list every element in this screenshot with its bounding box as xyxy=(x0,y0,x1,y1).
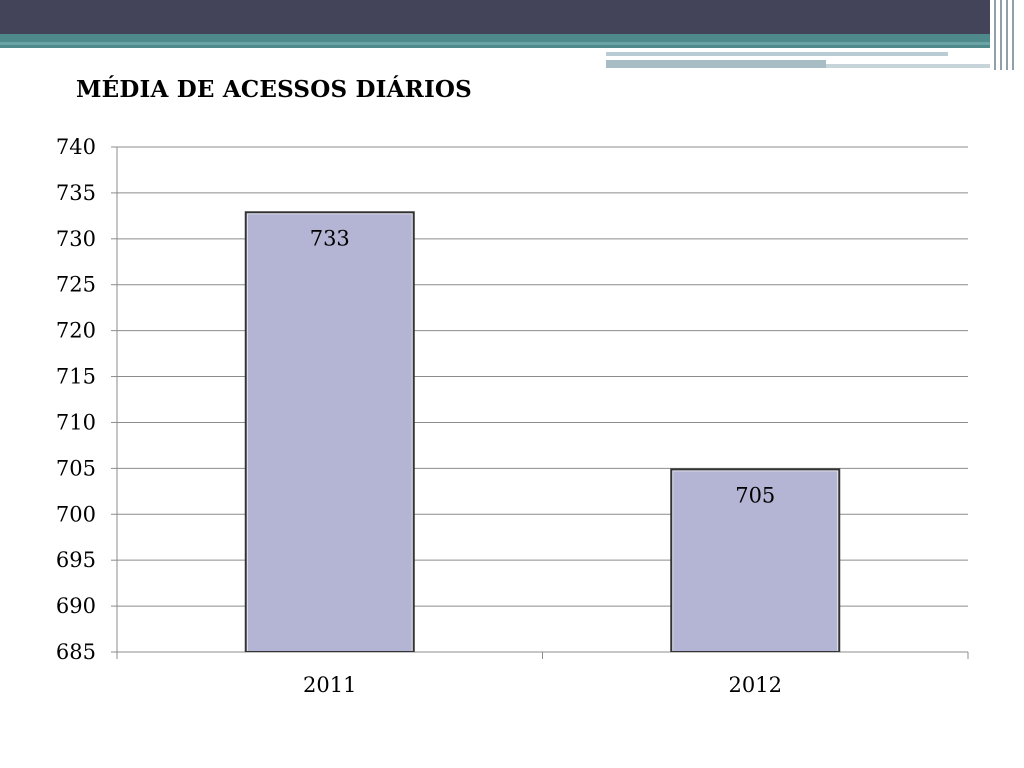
y-tick-label: 715 xyxy=(56,365,96,389)
header-right-ornament xyxy=(990,0,1024,70)
y-tick-label: 695 xyxy=(56,548,96,572)
y-tick-label: 720 xyxy=(56,319,96,343)
bar xyxy=(673,471,838,651)
y-tick-label: 710 xyxy=(56,410,96,434)
y-tick-label: 700 xyxy=(56,502,96,526)
y-tick-label: 705 xyxy=(56,456,96,480)
data-label: 733 xyxy=(310,226,350,250)
y-tick-label: 740 xyxy=(56,135,96,159)
header-strip-accent xyxy=(826,64,1006,68)
header-strip-line xyxy=(606,52,948,56)
y-tick-label: 735 xyxy=(56,181,96,205)
y-tick-label: 685 xyxy=(56,640,96,664)
y-tick-label: 725 xyxy=(56,273,96,297)
header-band-teal-highlight xyxy=(0,42,1024,45)
data-label: 705 xyxy=(735,483,775,507)
x-category-label: 2011 xyxy=(303,673,356,697)
y-tick-label: 730 xyxy=(56,227,96,251)
bar xyxy=(247,214,412,652)
chart-title: MÉDIA DE ACESSOS DIÁRIOS xyxy=(76,76,472,103)
header-band-dark xyxy=(0,0,1024,34)
y-tick-label: 690 xyxy=(56,594,96,618)
header-strip-bar xyxy=(606,60,826,68)
x-category-label: 2012 xyxy=(729,673,782,697)
